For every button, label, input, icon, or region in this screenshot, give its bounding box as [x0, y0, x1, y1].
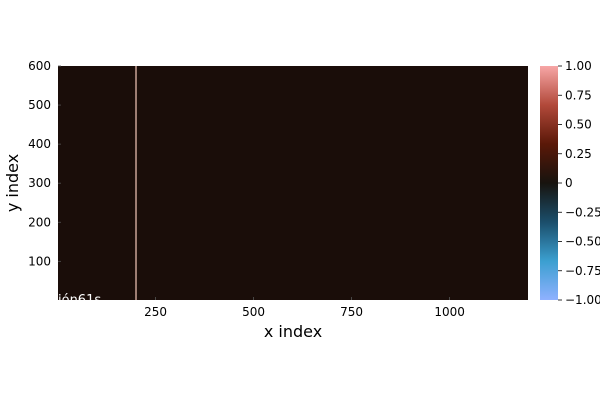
colorbar-tick-label: −0.25	[565, 205, 600, 219]
colorbar-tick-label: −0.75	[565, 264, 600, 278]
colorbar-tick-label: 0	[565, 176, 573, 190]
y-tick-label: 100	[28, 254, 51, 268]
y-tick-label: 500	[28, 98, 51, 112]
colorbar-tick-label: 0.75	[565, 88, 592, 102]
y-tick-label: 400	[28, 137, 51, 151]
x-tick-label: 250	[144, 305, 167, 319]
heatmap-background	[58, 66, 528, 300]
colorbar-tick-label: −0.50	[565, 235, 600, 249]
y-tick-label: 200	[28, 215, 51, 229]
overlay-text: ión61s	[58, 293, 101, 308]
colorbar	[540, 66, 558, 300]
y-tick-label: 600	[28, 59, 51, 73]
colorbar-tick-label: −1.00	[565, 293, 600, 307]
colorbar-ticks: 1.00 0.75 0.50 0.25 0 −0.25 −0.50 −0.75 −1.00	[558, 59, 600, 307]
y-axis-title: y index	[3, 154, 22, 212]
x-tick-label: 1000	[434, 305, 465, 319]
x-tick-label: 500	[242, 305, 265, 319]
colorbar-tick-label: 0.25	[565, 147, 592, 161]
x-axis-title: x index	[264, 322, 322, 341]
colorbar-tick-label: 0.50	[565, 118, 592, 132]
colorbar-tick-label: 1.00	[565, 59, 592, 73]
y-tick-label: 300	[28, 176, 51, 190]
x-axis-ticks: 250 500 750 1000	[144, 297, 465, 319]
x-tick-label: 750	[340, 305, 363, 319]
y-axis-ticks: 100 200 300 400 500 600	[28, 59, 61, 268]
